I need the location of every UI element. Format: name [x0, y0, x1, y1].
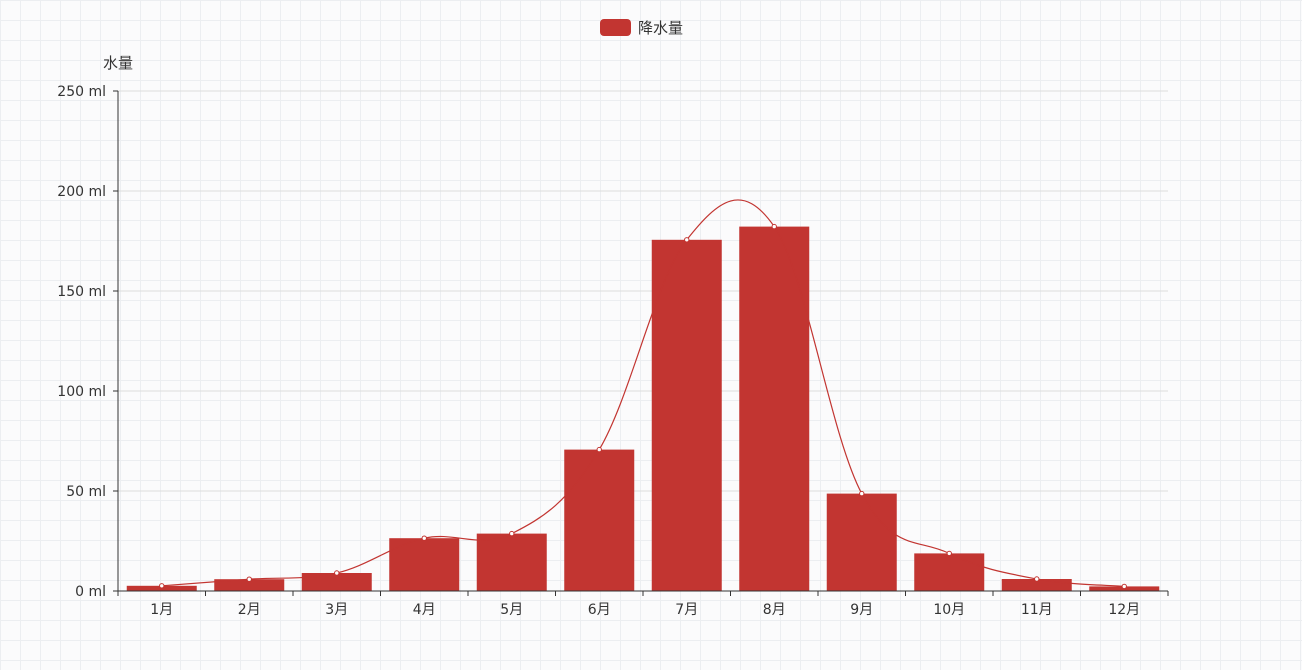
x-tick-label: 1月	[150, 602, 173, 618]
y-tick-label: 50 ml	[66, 484, 106, 500]
y-gridlines	[113, 90, 1168, 592]
line-point[interactable]	[509, 530, 515, 537]
line-point[interactable]	[421, 535, 427, 541]
line-point[interactable]	[334, 570, 340, 576]
bar-series	[126, 226, 1160, 592]
x-tick-label: 5月	[500, 602, 523, 618]
line-point[interactable]	[246, 576, 252, 582]
x-tick-label: 9月	[850, 602, 873, 618]
axes	[117, 91, 1169, 596]
bar[interactable]	[739, 226, 810, 591]
x-tick-label: 4月	[413, 602, 436, 618]
x-tick-labels: 1月 2月 3月 4月 5月 6月 7月 8月 9月 10月 11月 12月	[150, 602, 1140, 618]
x-tick-label: 7月	[675, 602, 698, 618]
x-tick-label: 3月	[325, 602, 348, 618]
y-tick-label: 0 ml	[75, 584, 106, 600]
y-axis-title: 水量	[103, 54, 133, 72]
legend-label[interactable]: 降水量	[638, 19, 683, 37]
line-point[interactable]	[1034, 576, 1040, 582]
legend-swatch[interactable]	[600, 19, 631, 36]
x-tick-label: 11月	[1021, 602, 1053, 618]
line-point[interactable]	[946, 550, 952, 557]
y-tick-labels: 0 ml 50 ml 100 ml 150 ml 200 ml 250 ml	[57, 84, 106, 600]
bar[interactable]	[914, 553, 985, 591]
x-tick-label: 12月	[1108, 602, 1140, 618]
legend[interactable]: 降水量	[600, 19, 683, 37]
bar[interactable]	[651, 239, 722, 592]
line-point[interactable]	[771, 223, 777, 230]
bar[interactable]	[476, 533, 547, 591]
y-tick-label: 250 ml	[57, 84, 106, 100]
line-series	[159, 199, 1127, 590]
line-point[interactable]	[684, 237, 690, 243]
y-tick-label: 100 ml	[57, 384, 106, 400]
line-point[interactable]	[859, 490, 865, 497]
bar[interactable]	[301, 573, 372, 591]
bar[interactable]	[564, 449, 635, 591]
y-tick-label: 200 ml	[57, 184, 106, 200]
bar[interactable]	[389, 538, 460, 591]
x-tick-label: 2月	[238, 602, 261, 618]
x-tick-label: 6月	[588, 602, 611, 618]
line-path	[161, 199, 1125, 587]
line-point[interactable]	[1121, 583, 1127, 590]
x-tick-label: 8月	[763, 602, 786, 618]
y-tick-label: 150 ml	[57, 284, 106, 300]
bar[interactable]	[214, 579, 285, 591]
x-tick-label: 10月	[933, 602, 965, 618]
bar[interactable]	[826, 493, 897, 591]
line-point[interactable]	[596, 446, 602, 453]
line-point[interactable]	[159, 583, 165, 589]
